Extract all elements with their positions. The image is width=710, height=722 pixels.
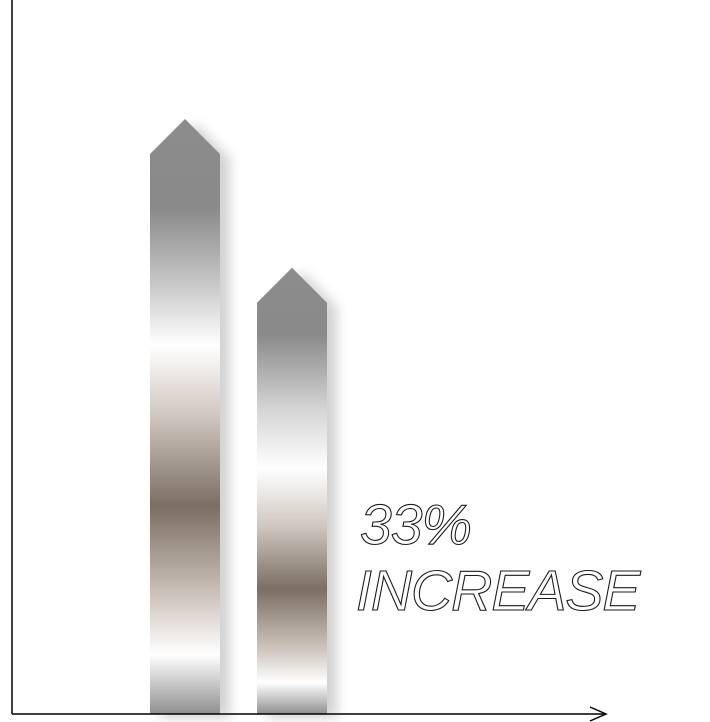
annotation-percent: 33% — [360, 493, 471, 557]
bar-arrow-1 — [150, 119, 220, 714]
bars-group — [150, 119, 327, 714]
annotation-label: INCREASE — [356, 559, 641, 623]
bar-arrow-2 — [257, 267, 327, 714]
annotation: 33% INCREASE — [355, 492, 642, 623]
x-axis-arrowhead — [589, 706, 608, 722]
